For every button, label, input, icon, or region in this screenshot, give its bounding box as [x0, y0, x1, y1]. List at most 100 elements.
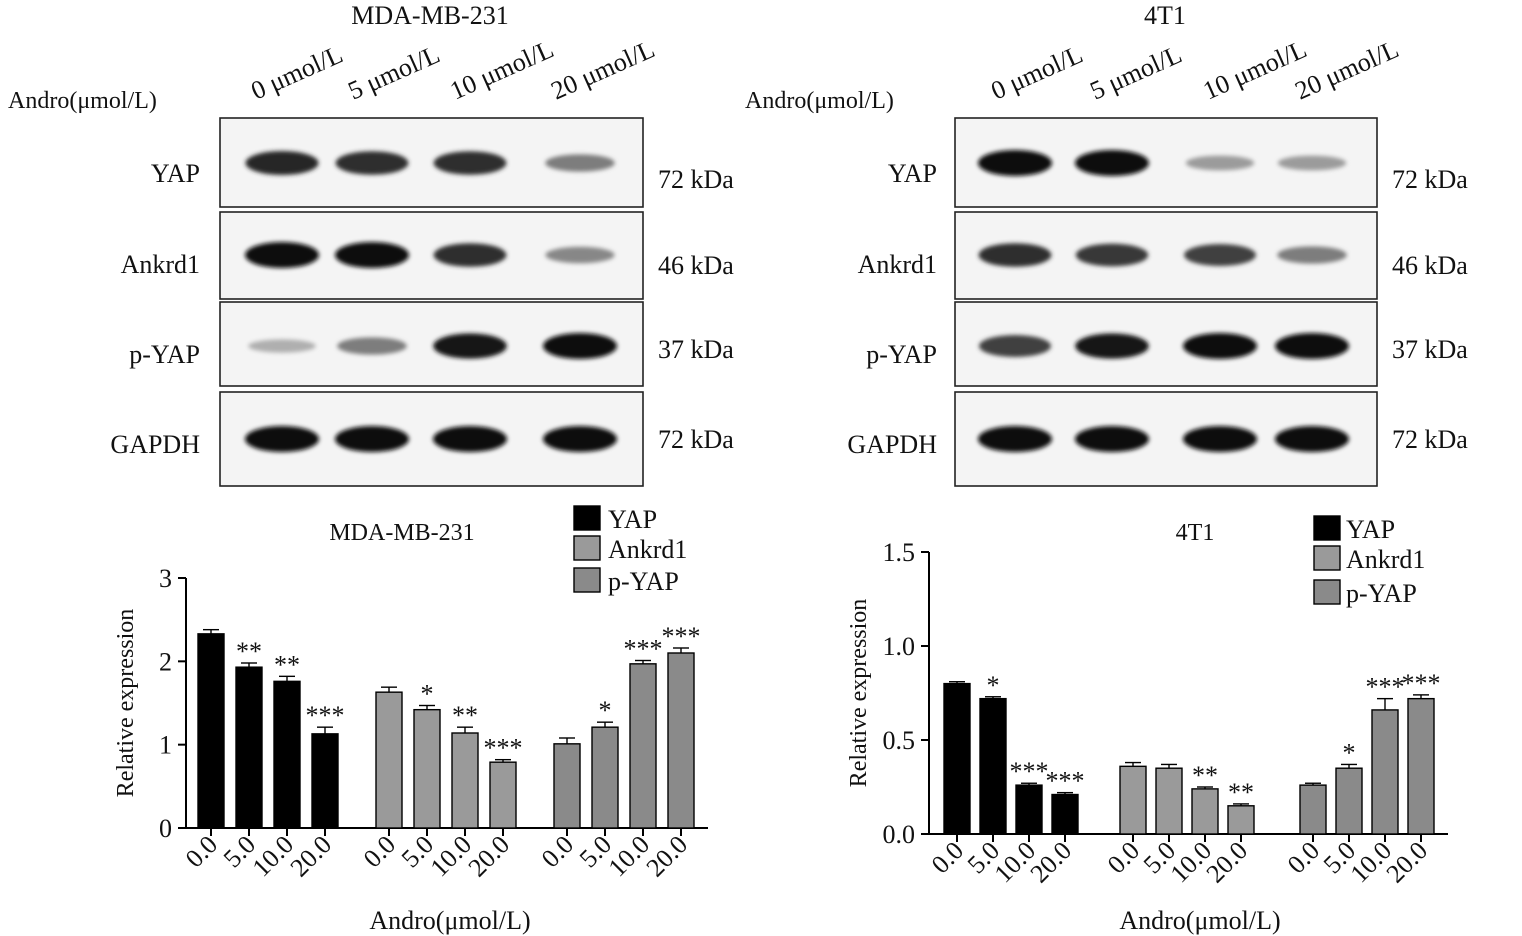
molecular-weight-label: 46 kDa	[1392, 251, 1468, 280]
bar	[235, 666, 263, 829]
protein-label: p-YAP	[866, 340, 937, 369]
significance-mark: ***	[624, 635, 663, 664]
lane-label: 10 μmol/L	[1199, 34, 1311, 105]
protein-label: GAPDH	[847, 430, 937, 459]
blot-band	[978, 150, 1052, 176]
blot-band	[543, 333, 617, 359]
bar	[1155, 767, 1183, 835]
x-tick-label: 20.0	[1381, 836, 1434, 889]
blot-band	[978, 426, 1052, 452]
blot-band	[433, 333, 507, 359]
protein-label: YAP	[888, 159, 937, 188]
bar	[1191, 788, 1219, 835]
bar	[1015, 784, 1043, 835]
x-tick-label: 20.0	[285, 830, 338, 883]
x-tick-label: 0.0	[358, 830, 401, 873]
blot-band	[1075, 150, 1149, 176]
protein-label: Ankrd1	[121, 250, 200, 279]
blot-band	[543, 426, 617, 452]
x-tick-label: 20.0	[1201, 836, 1254, 889]
blot-band	[1277, 155, 1347, 171]
legend-swatch	[1313, 579, 1341, 605]
molecular-weight-label: 72 kDa	[658, 165, 734, 194]
blot-band	[1275, 426, 1349, 452]
series-yap: 0.0**5.0**10.0***20.0	[180, 628, 345, 883]
blot-band	[1183, 333, 1257, 359]
blot-row-gapdh: GAPDH 72 kDa	[110, 391, 734, 487]
blot-band	[245, 426, 319, 452]
significance-mark: ***	[484, 734, 523, 763]
y-tick-label: 3	[159, 564, 172, 593]
bar	[451, 732, 479, 829]
blot-band	[335, 151, 409, 175]
blot-band	[1075, 243, 1149, 267]
y-tick-label: 1	[159, 731, 172, 760]
legend-label: p-YAP	[1346, 579, 1417, 608]
significance-mark: **	[1192, 761, 1218, 790]
legend-swatch	[573, 567, 601, 593]
blot-band	[1185, 155, 1255, 171]
blot-panel-1: MDA-MB-231 Andro(μmol/L) 0 μmol/L5 μmol/L 1…	[8, 1, 734, 487]
significance-mark: **	[274, 650, 300, 679]
blot-band	[978, 243, 1052, 267]
bar	[1299, 784, 1327, 835]
bar	[1407, 697, 1435, 835]
bar	[273, 680, 301, 829]
legend-swatch	[573, 505, 601, 531]
significance-mark: *	[987, 671, 1000, 700]
blot-band	[248, 339, 316, 353]
legend-label: YAP	[1346, 515, 1395, 544]
blot-band	[433, 243, 507, 267]
significance-mark: ***	[1010, 757, 1049, 786]
y-axis-label: Relative expression	[846, 599, 872, 788]
x-axis-label: Andro(μmol/L)	[1119, 906, 1280, 935]
blot-row-p-yap: p-YAP 37 kDa	[866, 301, 1468, 387]
protein-label: p-YAP	[129, 340, 200, 369]
y-tick-label: 1.0	[883, 632, 916, 661]
significance-mark: ***	[1046, 767, 1085, 796]
molecular-weight-label: 72 kDa	[658, 425, 734, 454]
molecular-weight-label: 37 kDa	[658, 335, 734, 364]
blot-band	[1075, 333, 1149, 359]
legend-label: YAP	[608, 505, 657, 534]
legend-swatch	[1313, 545, 1341, 571]
blot-band	[545, 246, 615, 264]
significance-mark: ***	[662, 622, 701, 651]
y-tick-label: 1.5	[883, 538, 916, 567]
y-tick-label: 0	[159, 814, 172, 843]
blot-band	[433, 426, 507, 452]
blot-band	[1184, 244, 1256, 266]
lane-label: 5 μmol/L	[1086, 40, 1186, 106]
protein-label: Ankrd1	[858, 250, 937, 279]
legend-label: p-YAP	[608, 567, 679, 596]
bar	[1119, 765, 1147, 835]
bar	[1335, 767, 1363, 835]
y-tick-label: 2	[159, 647, 172, 676]
bar	[979, 697, 1007, 835]
blot-band	[545, 154, 615, 172]
bar	[311, 733, 339, 829]
bar	[197, 633, 225, 829]
significance-mark: ***	[1402, 669, 1441, 698]
significance-mark: **	[236, 637, 262, 666]
y-tick-label: 0.0	[883, 820, 916, 849]
bar	[553, 743, 581, 829]
bar	[1371, 709, 1399, 835]
molecular-weight-label: 72 kDa	[1392, 425, 1468, 454]
blot-band	[245, 242, 319, 268]
bar	[1051, 793, 1079, 835]
x-axis-label: Andro(μmol/L)	[369, 906, 530, 935]
series-p-yap: 0.0*5.0***10.0***20.0	[536, 622, 701, 882]
y-axis-label: Relative expression	[113, 609, 139, 798]
lane-label: 20 μmol/L	[1291, 34, 1403, 105]
bar	[667, 652, 695, 829]
lane-label: 10 μmol/L	[446, 34, 558, 105]
x-tick-label: 0.0	[180, 830, 223, 873]
lane-label: 20 μmol/L	[547, 34, 659, 105]
x-tick-label: 20.0	[1025, 836, 1078, 889]
blot-row-yap: YAP 72 kDa	[151, 117, 734, 208]
series-ankrd1: 0.05.0**10.0**20.0	[1102, 761, 1255, 889]
